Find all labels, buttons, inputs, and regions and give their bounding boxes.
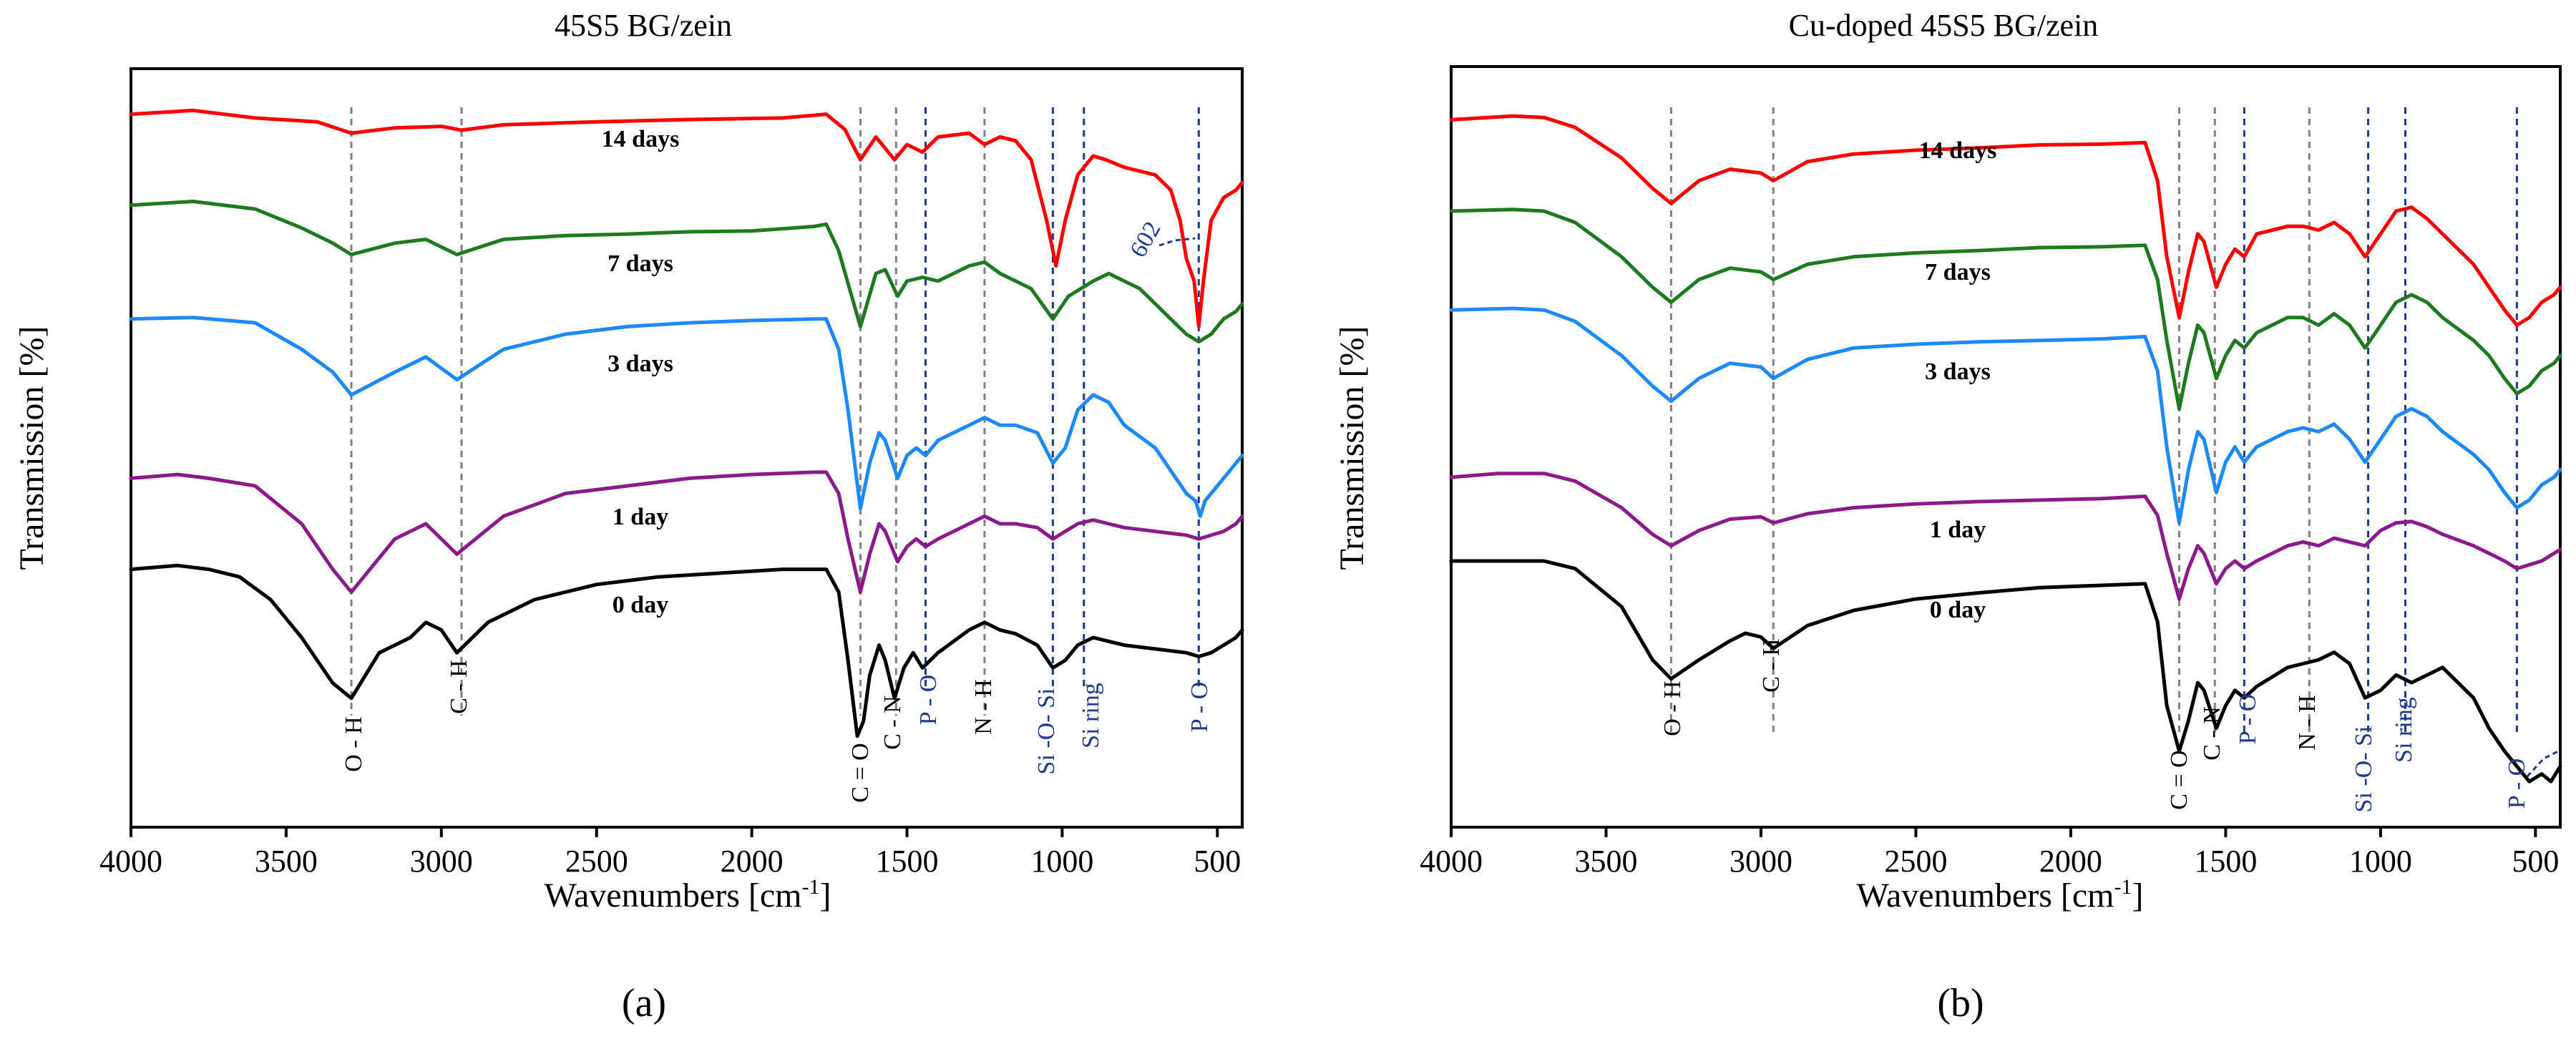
panel-a-frame xyxy=(130,67,1244,829)
panel-a-series-14-days xyxy=(129,108,1244,328)
panel-a-label-14-days: 14 days xyxy=(602,126,680,152)
panel-a-label-7-days: 7 days xyxy=(608,250,673,277)
panel-a-series-3-days xyxy=(129,316,1244,518)
panel-a-series-7-days xyxy=(129,200,1244,344)
panel-b-xtick-label-2000: 2000 xyxy=(2039,844,2102,879)
panel-a-title: 45S5 BG/zein xyxy=(555,8,732,43)
panel-b-xtick-label-500: 500 xyxy=(2512,844,2559,879)
panel-b-xtick-label-1500: 1500 xyxy=(2194,844,2257,879)
panel-a-band-c-o: C = O xyxy=(847,743,874,802)
panel-a-band-guides xyxy=(350,107,1200,716)
panel-a-y-label: Transmission [%] xyxy=(13,326,51,570)
panel-a-xtick-label-3000: 3000 xyxy=(410,844,473,879)
panel-b-series-7-days xyxy=(1449,208,2562,411)
panel-a-band-c-h: C - H xyxy=(446,660,472,714)
panel-b-x-label-sup: -1 xyxy=(2114,875,2132,899)
panel-a-series-0-day xyxy=(129,563,1244,738)
panel-b-label-1-day: 1 day xyxy=(1930,517,1986,543)
panel-a-band-si-o-si: Si -O- Si xyxy=(1033,688,1060,775)
panel-b-label-7-days: 7 days xyxy=(1925,259,1991,286)
panel-b-band-c-o: C = O xyxy=(2166,750,2192,809)
panel-a-label-3-days: 3 days xyxy=(608,351,673,377)
panel-b-band-p-o-1: P - O xyxy=(2235,694,2261,745)
panel-b-band-c-h: C - H xyxy=(1758,638,1785,693)
panel-b-y-label: Transmission [%] xyxy=(1333,326,1371,570)
panel-b-band-guides xyxy=(1669,107,2518,737)
panel-a-band-o-h: O - H xyxy=(341,716,367,771)
panel-b-series-14-days xyxy=(1449,114,2562,327)
panel-b-series-3-days xyxy=(1449,306,2562,525)
panel-b-band-p-o-2: P - O xyxy=(2504,758,2530,809)
panel-b-x-ticks: 4000 3500 3000 2500 2000 1500 1000 500 xyxy=(1420,827,2559,879)
panel-a-xtick-label-1000: 1000 xyxy=(1030,844,1093,879)
panel-b-x-label: Wavenumbers [cm-1] xyxy=(1857,875,2144,914)
panel-b-title: Cu-doped 45S5 BG/zein xyxy=(1789,8,2099,43)
panel-a-label-0-day: 0 day xyxy=(613,592,668,618)
panel-b-xtick-label-4000: 4000 xyxy=(1420,844,1483,879)
panel-b-band-c-n: C - N xyxy=(2199,706,2225,761)
panel-b-xtick-label-1000: 1000 xyxy=(2349,844,2412,879)
panel-a-x-ticks: 4000 3500 3000 2500 2000 1500 1000 500 xyxy=(99,827,1241,879)
panel-a-xtick-label-2500: 2500 xyxy=(565,844,628,879)
panel-a-xtick-label-2000: 2000 xyxy=(721,844,784,879)
panel-a-x-label-end: ] xyxy=(820,877,831,914)
panel-b-series-1-day xyxy=(1449,472,2562,601)
panel-a-annotation-602: 602 xyxy=(1125,217,1166,262)
panel-b-label-0-day: 0 day xyxy=(1930,597,1986,623)
panel-a-band-p-o-2: P - O xyxy=(1186,682,1213,733)
panel-a-band-si-ring: Si ring xyxy=(1078,683,1104,748)
panel-b-band-si-ring: Si ring xyxy=(2391,697,2417,763)
panel-a-xtick-label-4000: 4000 xyxy=(99,844,162,879)
panel-b-label-14-days: 14 days xyxy=(1919,137,1997,164)
panel-b-band-si-o-si: Si -O- Si xyxy=(2351,726,2377,813)
panel-a-xtick-label-500: 500 xyxy=(1194,844,1241,879)
panel-b-p-o-leader xyxy=(2526,750,2559,778)
panel-b-xtick-label-3000: 3000 xyxy=(1729,844,1792,879)
panel-a-xtick-label-1500: 1500 xyxy=(875,844,938,879)
panel-a-label-1-day: 1 day xyxy=(613,504,668,530)
panel-a: 45S5 BG/zein 4000 3500 3000 2500 2000 1500 100… xyxy=(13,8,1244,1025)
panel-b-letter: (b) xyxy=(1937,981,1984,1025)
panel-a-band-n-h: N - H xyxy=(970,679,997,734)
panel-b-series xyxy=(1449,114,2562,784)
panel-a-x-label-sup: -1 xyxy=(802,875,820,899)
panel-a-band-c-n: C - N xyxy=(879,696,906,750)
panel-a-letter: (a) xyxy=(622,981,666,1025)
panel-b-frame xyxy=(1450,65,2562,829)
panel-b-band-n-h: N - H xyxy=(2294,695,2321,750)
panel-b-x-label-end: ] xyxy=(2132,877,2144,914)
panel-a-series xyxy=(129,108,1244,738)
panel-a-x-label-main: Wavenumbers [cm xyxy=(545,877,802,914)
panel-b-x-label-main: Wavenumbers [cm xyxy=(1857,877,2114,914)
panel-b-xtick-label-2500: 2500 xyxy=(1884,844,1947,879)
panel-a-annotation-leader xyxy=(1158,237,1196,247)
panel-b-band-o-h: O - H xyxy=(1659,680,1686,736)
panel-a-x-label: Wavenumbers [cm-1] xyxy=(545,875,831,914)
panel-b-xtick-label-3500: 3500 xyxy=(1574,844,1637,879)
panel-b-series-0-day xyxy=(1449,559,2562,784)
panel-b: Cu-doped 45S5 BG/zein 4000 3500 3000 2500 20… xyxy=(1333,8,2562,1025)
panel-b-label-3-days: 3 days xyxy=(1925,358,1991,385)
panel-a-band-p-o-1: P - O xyxy=(915,675,942,726)
panel-a-xtick-label-3500: 3500 xyxy=(255,844,318,879)
panel-a-series-1-day xyxy=(129,470,1244,594)
